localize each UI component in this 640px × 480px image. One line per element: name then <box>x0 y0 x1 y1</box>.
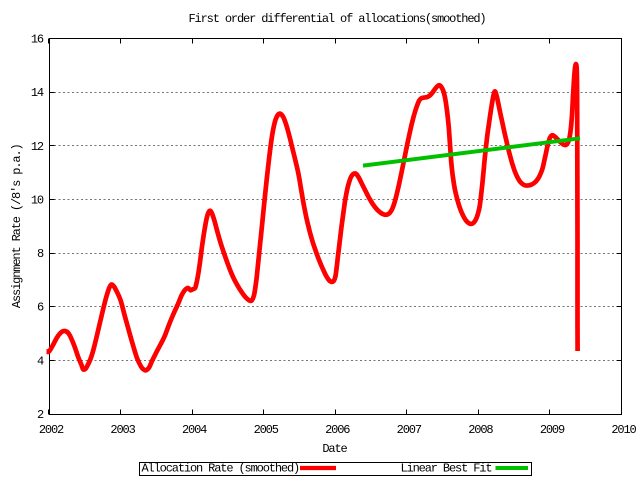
svg-text:2006: 2006 <box>325 423 350 437</box>
svg-text:2003: 2003 <box>110 423 135 437</box>
svg-text:2010: 2010 <box>611 423 636 437</box>
svg-text:2004: 2004 <box>182 423 207 437</box>
svg-text:First order differential of al: First order differential of allocations(… <box>189 12 486 26</box>
svg-text:Linear Best Fit: Linear Best Fit <box>401 462 492 476</box>
svg-text:6: 6 <box>37 301 44 315</box>
svg-text:16: 16 <box>31 33 44 47</box>
svg-text:8: 8 <box>37 247 44 261</box>
svg-text:Date: Date <box>322 442 347 456</box>
svg-text:Allocation Rate (smoothed): Allocation Rate (smoothed) <box>142 462 300 476</box>
svg-text:2008: 2008 <box>468 423 493 437</box>
svg-text:Assignment Rate (/8's p.a.): Assignment Rate (/8's p.a.) <box>10 144 24 308</box>
svg-text:2: 2 <box>37 408 44 422</box>
svg-text:2002: 2002 <box>39 423 64 437</box>
svg-text:4: 4 <box>37 354 44 368</box>
svg-text:2009: 2009 <box>540 423 565 437</box>
svg-text:12: 12 <box>31 140 44 154</box>
svg-text:10: 10 <box>31 193 44 207</box>
svg-text:2005: 2005 <box>254 423 279 437</box>
svg-text:14: 14 <box>31 86 44 100</box>
svg-text:2007: 2007 <box>397 423 422 437</box>
